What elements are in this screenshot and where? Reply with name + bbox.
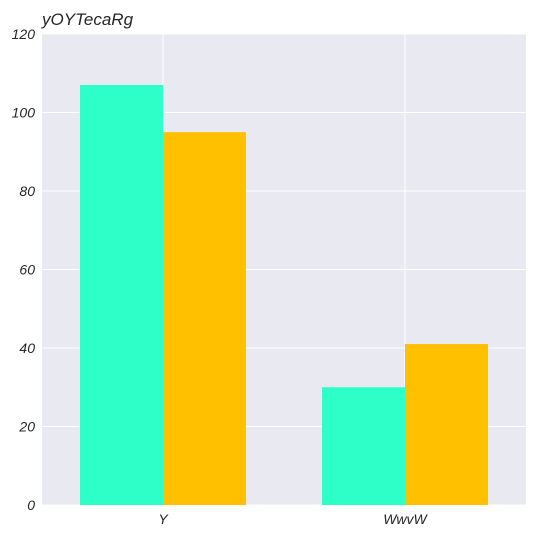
bar-series-1-y: [80, 85, 163, 506]
y-tick-label: 20: [18, 419, 35, 435]
y-tick-label: 40: [19, 340, 35, 356]
bars: [80, 85, 488, 506]
bar-series-2-wwvw: [405, 344, 488, 505]
x-tick-labels: Y WwvW: [158, 511, 428, 527]
y-tick-label: 60: [19, 262, 35, 278]
y-tick-labels: 0 20 40 60 80 100 120: [12, 26, 36, 513]
x-tick-label: Y: [158, 511, 169, 527]
y-tick-label: 80: [19, 183, 35, 199]
y-tick-label: 100: [12, 105, 36, 121]
y-tick-label: 120: [12, 26, 36, 42]
bar-series-1-wwvw: [322, 387, 405, 505]
x-tick-label: WwvW: [383, 511, 428, 527]
bar-series-2-y: [163, 132, 246, 505]
chart-title: yOYTecaRg: [41, 10, 134, 29]
y-tick-label: 0: [27, 497, 35, 513]
